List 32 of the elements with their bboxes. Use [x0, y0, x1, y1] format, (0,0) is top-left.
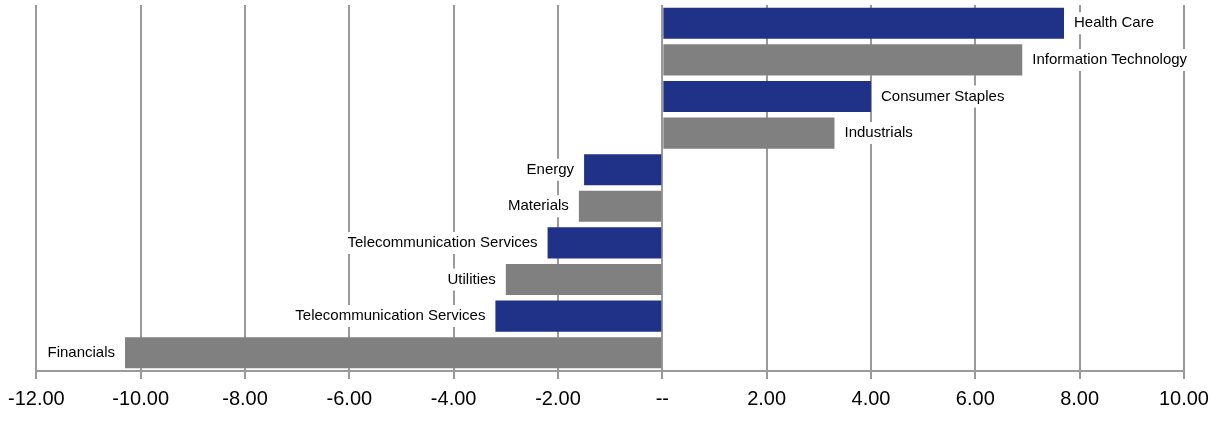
- bar: [663, 44, 1023, 76]
- x-tick-label: 6.00: [955, 386, 995, 409]
- x-tick-label: -2.00: [535, 386, 581, 409]
- y-tick-label: Materials: [508, 196, 569, 214]
- bar: [663, 7, 1064, 39]
- x-tick-label: 2.00: [747, 386, 787, 409]
- y-tick-label: Telecommunication Services: [347, 233, 538, 251]
- y-tick-label: Utilities: [447, 269, 496, 287]
- bar: [125, 337, 662, 369]
- y-tick-label: Information Technology: [1032, 50, 1188, 68]
- x-tick-label: -12.00: [8, 386, 65, 409]
- bar: [578, 190, 662, 222]
- x-tick-label: -4.00: [430, 386, 477, 409]
- x-tick-label: 8.00: [1060, 386, 1100, 409]
- x-tick-label: -10.00: [112, 386, 170, 409]
- y-tick-label: Consumer Staples: [880, 86, 1005, 104]
- bar: [584, 154, 662, 186]
- x-tick-label: -8.00: [222, 386, 268, 409]
- bar: [547, 227, 662, 259]
- bar: [663, 117, 835, 149]
- bar: [495, 300, 662, 332]
- x-tick-label: 4.00: [851, 386, 891, 409]
- x-tick-label: --: [655, 386, 669, 409]
- y-tick-label: Financials: [47, 342, 116, 360]
- y-tick-label: Industrials: [844, 123, 913, 141]
- x-tick-label: 10.00: [1158, 386, 1210, 409]
- y-tick-label: Energy: [526, 159, 575, 177]
- y-tick-label: Telecommunication Services: [295, 306, 486, 324]
- x-tick-label: -6.00: [326, 386, 373, 409]
- bar: [505, 263, 662, 296]
- y-tick-label: Health Care: [1074, 13, 1155, 31]
- bar: [663, 80, 871, 113]
